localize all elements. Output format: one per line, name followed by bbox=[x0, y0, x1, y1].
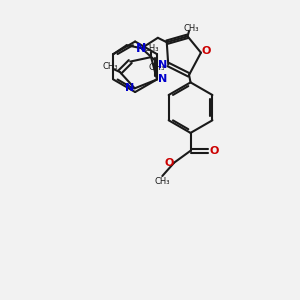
Text: O: O bbox=[202, 46, 211, 56]
Text: O: O bbox=[209, 146, 218, 156]
Text: CH₃: CH₃ bbox=[154, 178, 170, 187]
Text: CH₃: CH₃ bbox=[183, 24, 199, 33]
Text: CH₃: CH₃ bbox=[148, 63, 165, 72]
Text: O: O bbox=[164, 158, 173, 168]
Text: CH₃: CH₃ bbox=[103, 62, 118, 71]
Text: CH₃: CH₃ bbox=[144, 44, 159, 53]
Text: N: N bbox=[136, 42, 147, 55]
Text: N: N bbox=[158, 59, 167, 70]
Text: N: N bbox=[158, 74, 167, 84]
Text: N: N bbox=[125, 83, 134, 93]
